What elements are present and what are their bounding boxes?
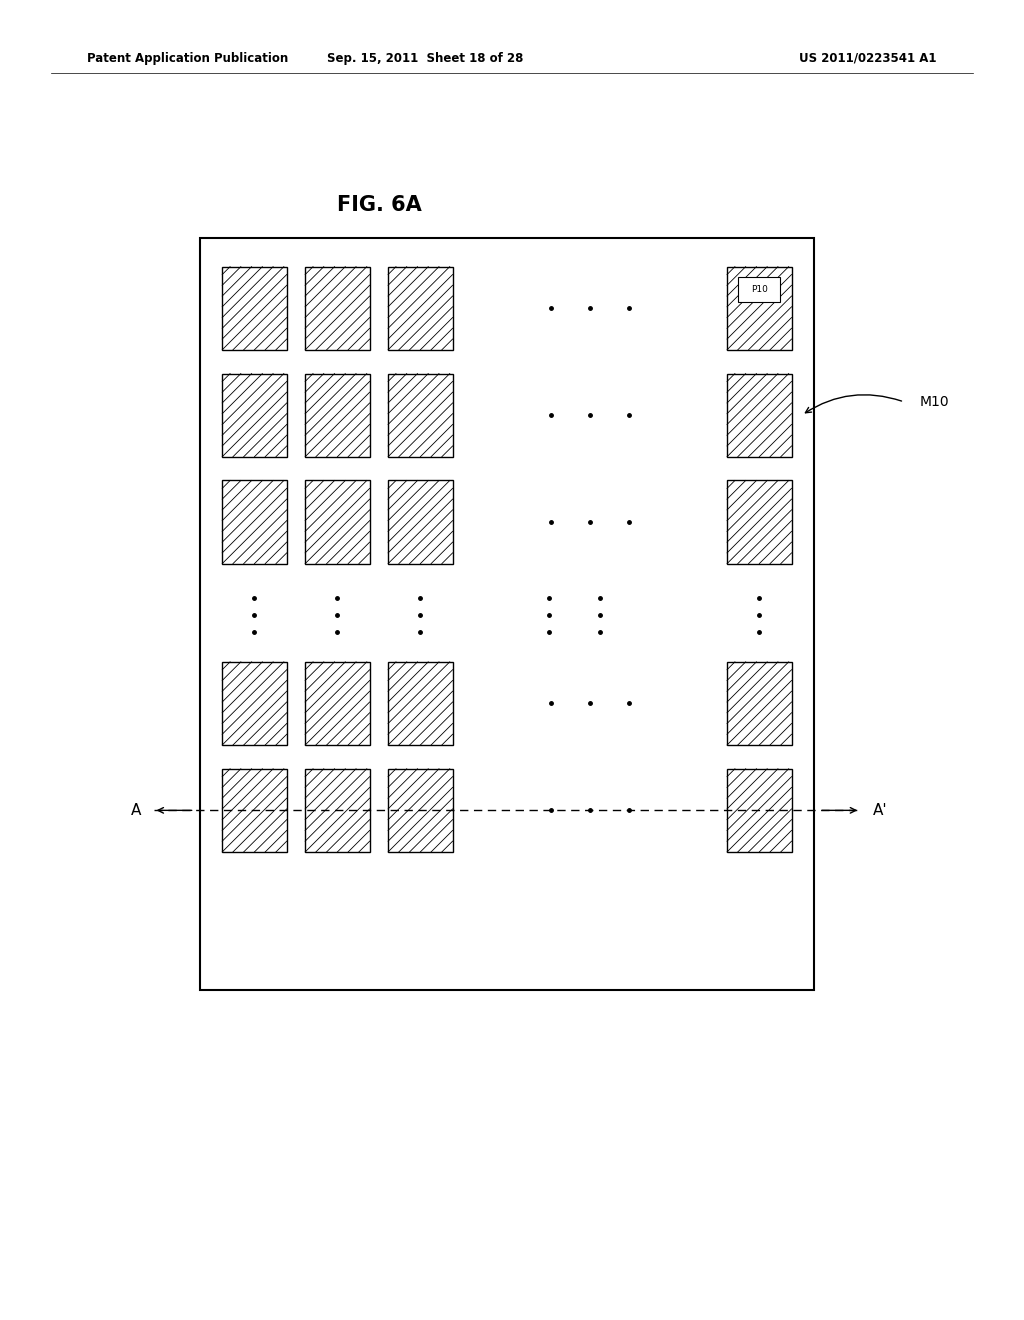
Text: US 2011/0223541 A1: US 2011/0223541 A1 bbox=[800, 51, 937, 65]
Bar bbox=[200, 238, 814, 990]
Bar bbox=[222, 480, 287, 564]
Text: A': A' bbox=[872, 803, 887, 818]
Bar bbox=[305, 267, 370, 350]
Text: P10: P10 bbox=[751, 285, 768, 293]
Bar bbox=[388, 768, 453, 851]
Text: M10: M10 bbox=[920, 395, 949, 409]
Text: FIG. 6A: FIG. 6A bbox=[337, 194, 421, 215]
Bar bbox=[222, 661, 287, 744]
Bar bbox=[727, 768, 792, 851]
Bar bbox=[727, 267, 792, 350]
Bar bbox=[305, 374, 370, 457]
Bar bbox=[388, 374, 453, 457]
Bar bbox=[388, 661, 453, 744]
Bar bbox=[305, 480, 370, 564]
Bar bbox=[388, 480, 453, 564]
Bar bbox=[305, 768, 370, 851]
Text: Patent Application Publication: Patent Application Publication bbox=[87, 51, 289, 65]
Bar bbox=[222, 768, 287, 851]
Text: A: A bbox=[131, 803, 141, 818]
Bar bbox=[388, 267, 453, 350]
Bar bbox=[738, 277, 780, 301]
Text: Sep. 15, 2011  Sheet 18 of 28: Sep. 15, 2011 Sheet 18 of 28 bbox=[327, 51, 523, 65]
Bar bbox=[727, 480, 792, 564]
Bar bbox=[727, 374, 792, 457]
Bar bbox=[222, 374, 287, 457]
Bar bbox=[727, 661, 792, 744]
Bar bbox=[222, 267, 287, 350]
Bar bbox=[305, 661, 370, 744]
